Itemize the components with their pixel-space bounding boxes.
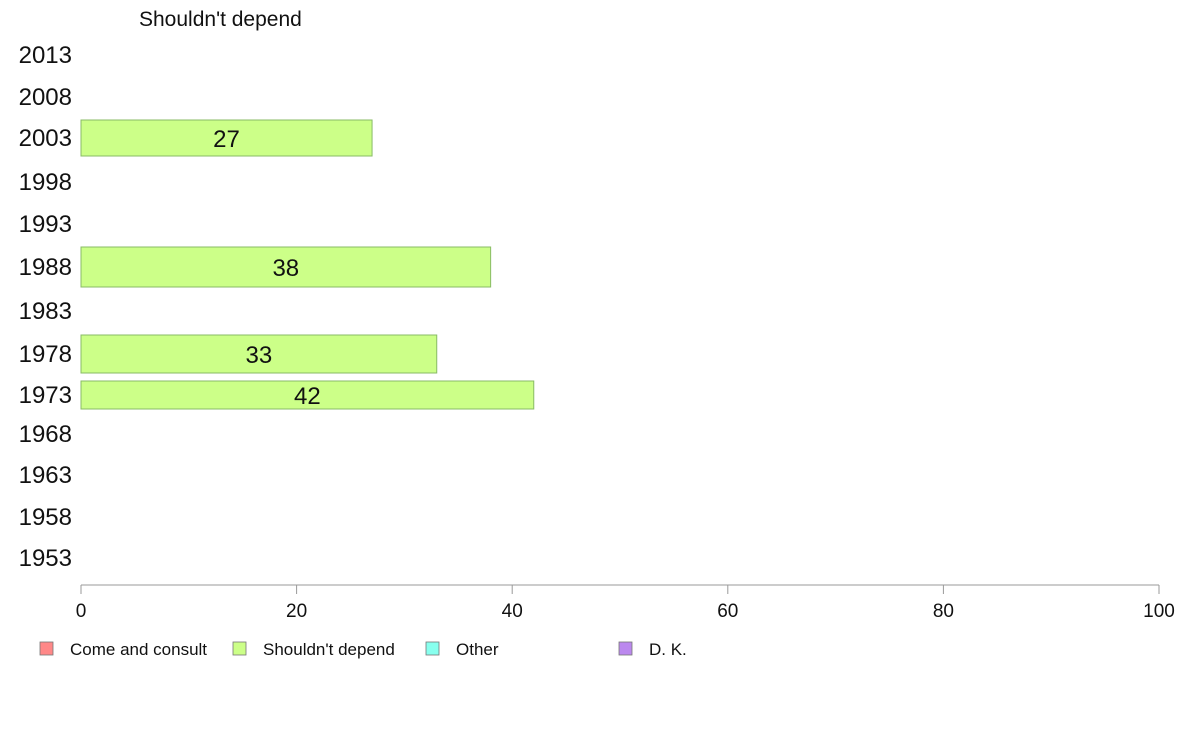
legend-swatch [618,641,633,656]
legend-label: D. K. [649,640,687,659]
chart-title: Shouldn't depend [139,8,302,31]
y-tick-label: 1983 [19,298,72,325]
x-tick-label: 40 [502,601,523,622]
x-tick-label: 100 [1143,601,1175,622]
y-tick-label: 2013 [19,42,72,69]
y-tick-label: 1953 [19,545,72,572]
y-tick-label: 1978 [19,341,72,368]
y-axis-ticks: 2013 2008 2003 1998 1993 1988 1983 1978 1973 1968… [19,42,72,572]
bars [80,119,535,410]
y-tick-label: 1963 [19,462,72,489]
legend-swatch [39,641,54,656]
legend-label: Shouldn't depend [263,640,395,659]
bar-labels: 27 38 33 42 [213,126,321,410]
bar [80,119,373,157]
legend-swatch [425,641,440,656]
y-tick-label: 1958 [19,504,72,531]
legend-label: Come and consult [70,640,207,659]
x-tick-label: 60 [717,601,738,622]
x-tick-label: 0 [76,601,87,622]
bar-value-label: 38 [272,255,299,282]
x-tick-label: 80 [933,601,954,622]
legend-label: Other [456,640,499,659]
y-tick-label: 1993 [19,211,72,238]
bar-value-label: 33 [246,342,273,369]
y-tick-label: 1988 [19,254,72,281]
y-tick-label: 2003 [19,125,72,152]
x-tick-label: 20 [286,601,307,622]
bar [80,334,438,374]
legend-swatch [232,641,247,656]
y-tick-label: 1998 [19,169,72,196]
bar-value-label: 27 [213,126,240,153]
bar [80,380,535,410]
x-axis: 0 20 40 60 80 100 [76,584,1175,622]
legend: Come and consult Shouldn't depend Other D. … [39,640,687,659]
bar-value-label: 42 [294,383,321,410]
y-tick-label: 1968 [19,421,72,448]
y-tick-label: 2008 [19,84,72,111]
y-tick-label: 1973 [19,382,72,409]
bar [80,246,492,288]
